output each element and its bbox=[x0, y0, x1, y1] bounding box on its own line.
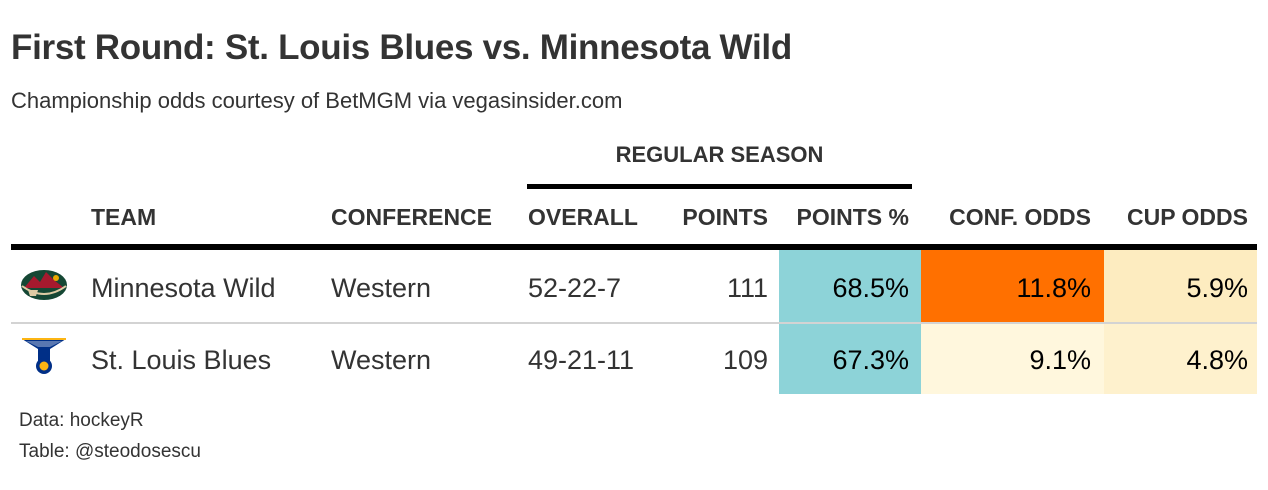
cup-odds-cell-bg bbox=[1104, 250, 1257, 322]
column-header-cup-odds: CUP ODDS bbox=[1127, 204, 1248, 230]
spanner-rule bbox=[527, 184, 912, 189]
team-name: St. Louis Blues bbox=[91, 345, 272, 375]
column-header-team: TEAM bbox=[91, 204, 157, 230]
column-header-points-pct: POINTS % bbox=[796, 204, 909, 230]
points-pct-value: 68.5% bbox=[832, 273, 909, 303]
header-rule bbox=[11, 244, 1257, 250]
overall-record: 52-22-7 bbox=[528, 273, 622, 303]
points-pct-value: 67.3% bbox=[832, 345, 909, 375]
points-pct-cell-bg bbox=[779, 324, 921, 394]
cup-odds-cell-bg bbox=[1104, 324, 1257, 394]
regular-season-spanner: REGULAR SEASON bbox=[615, 142, 824, 167]
cup-odds-value: 5.9% bbox=[1186, 273, 1248, 303]
cup-odds-value: 4.8% bbox=[1186, 345, 1248, 375]
points-value: 109 bbox=[722, 345, 768, 375]
table-subtitle: Championship odds courtesy of BetMGM via… bbox=[11, 88, 623, 113]
points-pct-cell-bg bbox=[779, 250, 921, 322]
table-title: First Round: St. Louis Blues vs. Minneso… bbox=[11, 28, 792, 67]
source-table-credit: Table: @steodosescu bbox=[19, 441, 201, 462]
overall-record: 49-21-11 bbox=[528, 345, 635, 375]
column-header-points: POINTS bbox=[682, 204, 768, 230]
column-header-overall: OVERALL bbox=[528, 204, 638, 230]
column-header-conference: CONFERENCE bbox=[331, 204, 493, 230]
source-data-note: Data: hockeyR bbox=[19, 410, 144, 431]
points-value: 111 bbox=[726, 273, 768, 303]
row-divider bbox=[11, 322, 1257, 324]
st-louis-blues-logo-icon bbox=[22, 338, 66, 374]
conf-odds-value: 11.8% bbox=[1016, 273, 1091, 303]
conf-odds-value: 9.1% bbox=[1029, 345, 1091, 375]
conference-value: Western bbox=[331, 345, 432, 375]
column-header-conf-odds: CONF. ODDS bbox=[949, 204, 1091, 230]
team-name: Minnesota Wild bbox=[91, 273, 276, 303]
conf-odds-cell-bg bbox=[921, 250, 1104, 322]
conf-odds-cell-bg bbox=[921, 324, 1104, 394]
conference-value: Western bbox=[331, 273, 432, 303]
minnesota-wild-logo-icon bbox=[21, 270, 67, 300]
